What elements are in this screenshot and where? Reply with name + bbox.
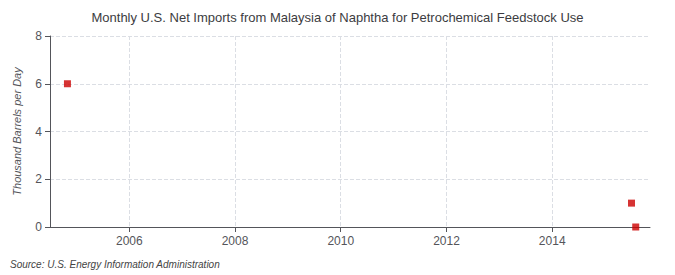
svg-text:6: 6 — [35, 77, 42, 91]
svg-text:2010: 2010 — [327, 234, 354, 248]
svg-text:2008: 2008 — [222, 234, 249, 248]
svg-text:0: 0 — [35, 220, 42, 234]
svg-text:Source: U.S. Energy Informatio: Source: U.S. Energy Information Administ… — [10, 259, 220, 270]
svg-text:2014: 2014 — [539, 234, 566, 248]
svg-text:8: 8 — [35, 29, 42, 43]
svg-text:2006: 2006 — [116, 234, 143, 248]
svg-text:2: 2 — [35, 172, 42, 186]
svg-text:Monthly U.S. Net Imports from: Monthly U.S. Net Imports from Malaysia o… — [91, 10, 583, 25]
svg-text:Thousand Barrels per Day: Thousand Barrels per Day — [11, 66, 23, 196]
svg-text:4: 4 — [35, 125, 42, 139]
svg-text:2012: 2012 — [433, 234, 460, 248]
